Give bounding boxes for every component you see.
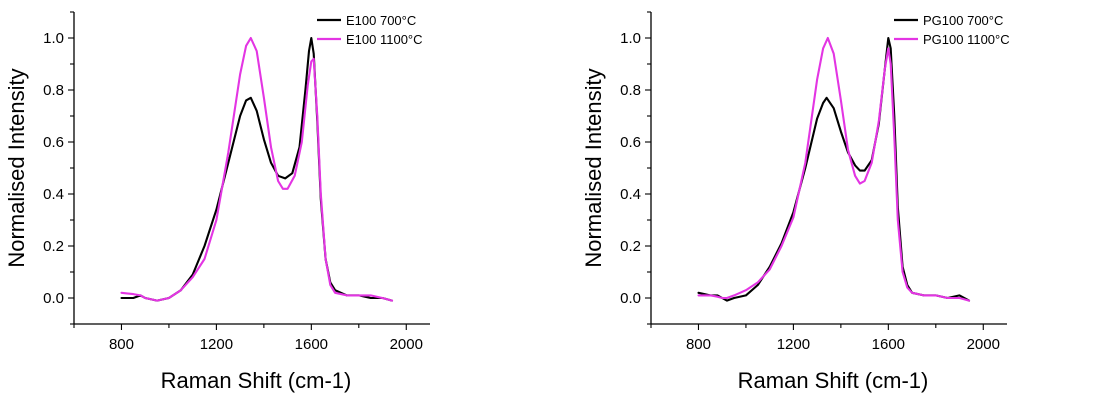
x-tick-label: 1200: [200, 336, 233, 353]
plot-group: 800 1200 1600 2000 0.0 0.2 0.4 0.6 0.8 1.0 Raman S…: [581, 11, 1010, 393]
legend-label-1: E100 700°C: [346, 13, 416, 28]
y-tick-label: 0.0: [43, 290, 64, 307]
y-axis-title: Normalised Intensity: [4, 68, 29, 267]
series-line-2: [697, 36, 971, 302]
y-tick-label: 0.2: [620, 238, 641, 255]
y-tick-label: 0.6: [620, 134, 641, 151]
x-tick-label: 1600: [872, 336, 905, 353]
y-tick-label: 0.0: [620, 290, 641, 307]
series-line-2: [120, 36, 394, 302]
y-tick-label: 0.8: [43, 82, 64, 99]
x-axis-title: Raman Shift (cm-1): [161, 368, 352, 393]
series-line-1: [697, 36, 971, 302]
chart-left: 800 1200 1600 2000 0.0 0.2 0.4 0.6 0.8 1.0 Raman S…: [4, 11, 430, 393]
y-tick-label: 1.0: [43, 30, 64, 47]
x-tick-label: 2000: [967, 336, 1000, 353]
legend-label-1: PG100 700°C: [923, 13, 1003, 28]
x-axis-title: Raman Shift (cm-1): [738, 368, 929, 393]
y-tick-label: 0.8: [620, 82, 641, 99]
x-tick-label: 1200: [777, 336, 810, 353]
x-tick-label: 800: [109, 336, 134, 353]
y-tick-label: 0.2: [43, 238, 64, 255]
x-tick-label: 2000: [390, 336, 423, 353]
legend-label-2: E100 1100°C: [346, 32, 423, 47]
y-tick-label: 1.0: [620, 30, 641, 47]
legend-label-2: PG100 1100°C: [923, 32, 1010, 47]
y-tick-label: 0.4: [620, 186, 641, 203]
y-axis-title: Normalised Intensity: [581, 68, 606, 267]
plot-group: 800 1200 1600 2000 0.0 0.2 0.4 0.6 0.8 1.0 Raman S…: [4, 11, 430, 393]
x-tick-label: 1600: [295, 336, 328, 353]
y-tick-label: 0.4: [43, 186, 64, 203]
y-tick-label: 0.6: [43, 134, 64, 151]
x-tick-label: 800: [686, 336, 711, 353]
